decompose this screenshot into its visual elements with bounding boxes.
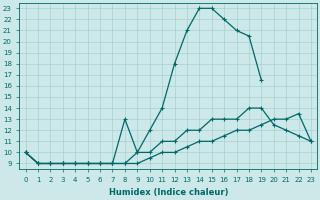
X-axis label: Humidex (Indice chaleur): Humidex (Indice chaleur) <box>108 188 228 197</box>
